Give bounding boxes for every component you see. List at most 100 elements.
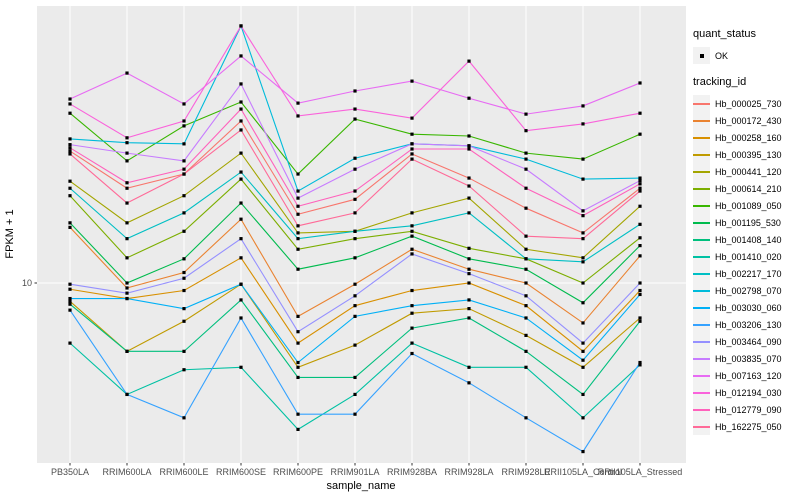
- data-point-marker: [68, 143, 72, 147]
- data-point-marker: [638, 204, 642, 208]
- data-point-marker: [524, 267, 528, 271]
- data-point-marker: [353, 412, 357, 416]
- data-point-marker: [467, 281, 471, 285]
- legend-item-Hb_000258_160: Hb_000258_160: [693, 129, 799, 146]
- data-point-marker: [410, 229, 414, 233]
- data-point-marker: [239, 365, 243, 369]
- data-point-marker: [125, 349, 129, 353]
- data-point-marker: [296, 330, 300, 334]
- data-point-marker: [68, 102, 72, 106]
- data-point-marker: [524, 157, 528, 161]
- data-point-marker: [68, 341, 72, 345]
- data-point-marker: [581, 281, 585, 285]
- legend-item-label: Hb_007163_120: [715, 370, 782, 381]
- data-point-marker: [296, 172, 300, 176]
- data-point-marker: [524, 186, 528, 190]
- data-point-marker: [467, 272, 471, 276]
- data-point-marker: [353, 167, 357, 171]
- data-point-marker: [410, 116, 414, 120]
- data-point-marker: [581, 392, 585, 397]
- legend-item-Hb_000025_730: Hb_000025_730: [693, 95, 799, 112]
- data-point-marker: [239, 119, 243, 123]
- data-point-marker: [68, 179, 72, 183]
- data-point-marker: [581, 209, 585, 213]
- data-point-marker: [524, 206, 528, 210]
- data-point-marker: [353, 237, 357, 241]
- data-point-marker: [638, 288, 642, 293]
- legend-item-label: Hb_000441_120: [715, 166, 782, 177]
- data-point-marker: [125, 256, 129, 260]
- data-point-marker: [638, 176, 642, 180]
- line-key-icon: [693, 214, 710, 231]
- data-point-marker: [68, 221, 72, 225]
- data-point-marker: [638, 222, 642, 226]
- data-point-marker: [125, 281, 129, 285]
- x-tick-label: RRIM928LA: [444, 467, 493, 477]
- data-point-marker: [467, 184, 471, 188]
- data-point-marker: [182, 142, 186, 146]
- data-point-marker: [638, 316, 642, 320]
- data-point-marker: [638, 244, 642, 248]
- data-point-marker: [353, 189, 357, 193]
- data-point-marker: [125, 291, 129, 295]
- data-point-marker: [467, 144, 471, 148]
- data-point-marker: [182, 211, 186, 215]
- data-point-marker: [524, 167, 528, 171]
- data-point-marker: [239, 316, 243, 320]
- data-point-marker: [467, 59, 471, 63]
- data-point-marker: [638, 363, 642, 367]
- data-point-marker: [581, 341, 585, 345]
- line-key-icon: [693, 384, 710, 401]
- legend-item-label: Hb_012194_030: [715, 387, 782, 398]
- data-point-marker: [524, 416, 528, 420]
- data-point-marker: [524, 294, 528, 298]
- line-key-icon: [693, 418, 710, 435]
- data-point-marker: [68, 296, 72, 301]
- legend-title-tracking-id: tracking_id: [693, 76, 747, 88]
- data-point-marker: [239, 177, 243, 181]
- data-point-marker: [125, 151, 129, 155]
- data-point-marker: [353, 229, 357, 233]
- data-point-marker: [125, 136, 129, 140]
- data-point-marker: [524, 129, 528, 133]
- data-point-marker: [581, 122, 585, 126]
- data-point-marker: [182, 288, 186, 293]
- y-tick-label: 10: [22, 278, 32, 288]
- data-point-marker: [638, 189, 642, 193]
- x-tick-label: RRII105LA_Control: [544, 467, 622, 477]
- legend-items: Hb_000025_730 Hb_000172_430 Hb_000258_160 H…: [693, 95, 799, 435]
- line-key-icon: [693, 163, 710, 180]
- data-point-marker: [296, 360, 300, 365]
- data-point-marker: [353, 294, 357, 298]
- data-point-marker: [410, 247, 414, 251]
- data-point-marker: [68, 194, 72, 198]
- data-point-marker: [68, 97, 72, 101]
- data-point-marker: [182, 172, 186, 176]
- legend-item-Hb_012194_030: Hb_012194_030: [693, 384, 799, 401]
- data-point-marker: [410, 326, 414, 330]
- legend-title-quant-status: quant_status: [693, 28, 756, 40]
- data-point-marker: [125, 221, 129, 225]
- data-point-marker: [410, 252, 414, 256]
- data-point-marker: [353, 156, 357, 160]
- data-point-marker: [353, 375, 357, 380]
- line-key-icon: [693, 265, 710, 282]
- data-point-marker: [125, 141, 129, 145]
- line-key-icon: [693, 282, 710, 299]
- data-point-marker: [68, 186, 72, 190]
- data-point-marker: [638, 360, 642, 365]
- legend-item-Hb_000441_120: Hb_000441_120: [693, 163, 799, 180]
- line-key-icon: [693, 333, 710, 350]
- data-point-marker: [353, 343, 357, 347]
- data-point-marker: [296, 412, 300, 416]
- line-key-icon: [693, 316, 710, 333]
- data-point-marker: [68, 137, 72, 141]
- data-point-marker: [581, 231, 585, 235]
- data-point-marker: [467, 134, 471, 138]
- legend-item-Hb_003030_060: Hb_003030_060: [693, 299, 799, 316]
- data-point-marker: [410, 142, 414, 146]
- data-point-marker: [410, 341, 414, 345]
- data-point-marker: [410, 157, 414, 161]
- data-point-marker: [581, 214, 585, 218]
- data-point-marker: [581, 256, 585, 260]
